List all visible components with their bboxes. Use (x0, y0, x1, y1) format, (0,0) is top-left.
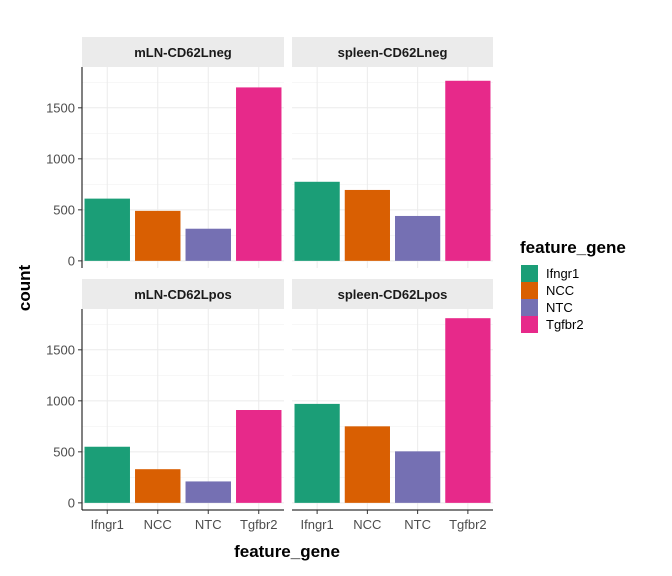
bar-NTC (395, 451, 441, 503)
y-tick-label: 1000 (46, 151, 75, 166)
strip-title: mLN-CD62Lpos (134, 287, 232, 302)
x-tick-label: NCC (353, 517, 381, 532)
facet-panel-3: mLN-CD62Lpos 0 500 1000 1500 Ifngr1 NCC NTC Tgfb… (46, 279, 284, 532)
legend-swatch (521, 265, 538, 282)
x-tick-label: Tgfbr2 (449, 517, 487, 532)
bar-NCC (135, 210, 181, 261)
legend: feature_gene Ifngr1 NCC NTC Tgfbr2 (520, 238, 626, 333)
legend-swatch (521, 316, 538, 333)
strip-title: spleen-CD62Lneg (338, 45, 448, 60)
bar-Ifngr1 (294, 403, 340, 503)
y-tick-label: 500 (53, 444, 75, 459)
strip-background (292, 37, 493, 67)
legend-label: Ifngr1 (546, 266, 579, 281)
bar-Tgfbr2 (445, 80, 491, 261)
strip-background (82, 279, 284, 309)
x-tick-label: NTC (404, 517, 431, 532)
legend-swatch (521, 299, 538, 316)
y-tick-label: 0 (68, 495, 75, 510)
x-tick-label: Ifngr1 (91, 517, 124, 532)
bar-Tgfbr2 (236, 87, 282, 261)
x-axis-title: feature_gene (234, 542, 340, 561)
bar-NCC (135, 469, 181, 503)
bar-Ifngr1 (294, 181, 340, 261)
y-tick-label: 1500 (46, 100, 75, 115)
bar-NCC (344, 189, 390, 261)
y-tick-label: 1500 (46, 342, 75, 357)
bar-NTC (395, 215, 441, 261)
facet-panel-2: spleen-CD62Lneg (292, 37, 493, 268)
bar-Tgfbr2 (445, 318, 491, 503)
x-tick-label: Ifngr1 (301, 517, 334, 532)
y-tick-label: 0 (68, 253, 75, 268)
x-tick-label: NTC (195, 517, 222, 532)
y-tick-label: 500 (53, 202, 75, 217)
strip-background (292, 279, 493, 309)
facet-panel-1: mLN-CD62Lneg 0 500 1000 1500 (46, 37, 284, 268)
y-axis-title: count (15, 265, 34, 312)
bar-Ifngr1 (84, 198, 130, 261)
legend-swatch (521, 282, 538, 299)
facet-panel-4: spleen-CD62Lpos Ifngr1 NCC NTC Tgfbr2 (292, 279, 493, 532)
legend-title: feature_gene (520, 238, 626, 257)
bar-NCC (344, 426, 390, 503)
legend-label: NTC (546, 300, 573, 315)
bar-NTC (185, 481, 231, 503)
bar-Ifngr1 (84, 446, 130, 503)
legend-label: NCC (546, 283, 574, 298)
x-tick-label: NCC (144, 517, 172, 532)
bar-Tgfbr2 (236, 410, 282, 503)
strip-background (82, 37, 284, 67)
bar-NTC (185, 228, 231, 261)
strip-title: mLN-CD62Lneg (134, 45, 232, 60)
y-tick-label: 1000 (46, 393, 75, 408)
legend-label: Tgfbr2 (546, 317, 584, 332)
strip-title: spleen-CD62Lpos (338, 287, 448, 302)
x-tick-label: Tgfbr2 (240, 517, 278, 532)
